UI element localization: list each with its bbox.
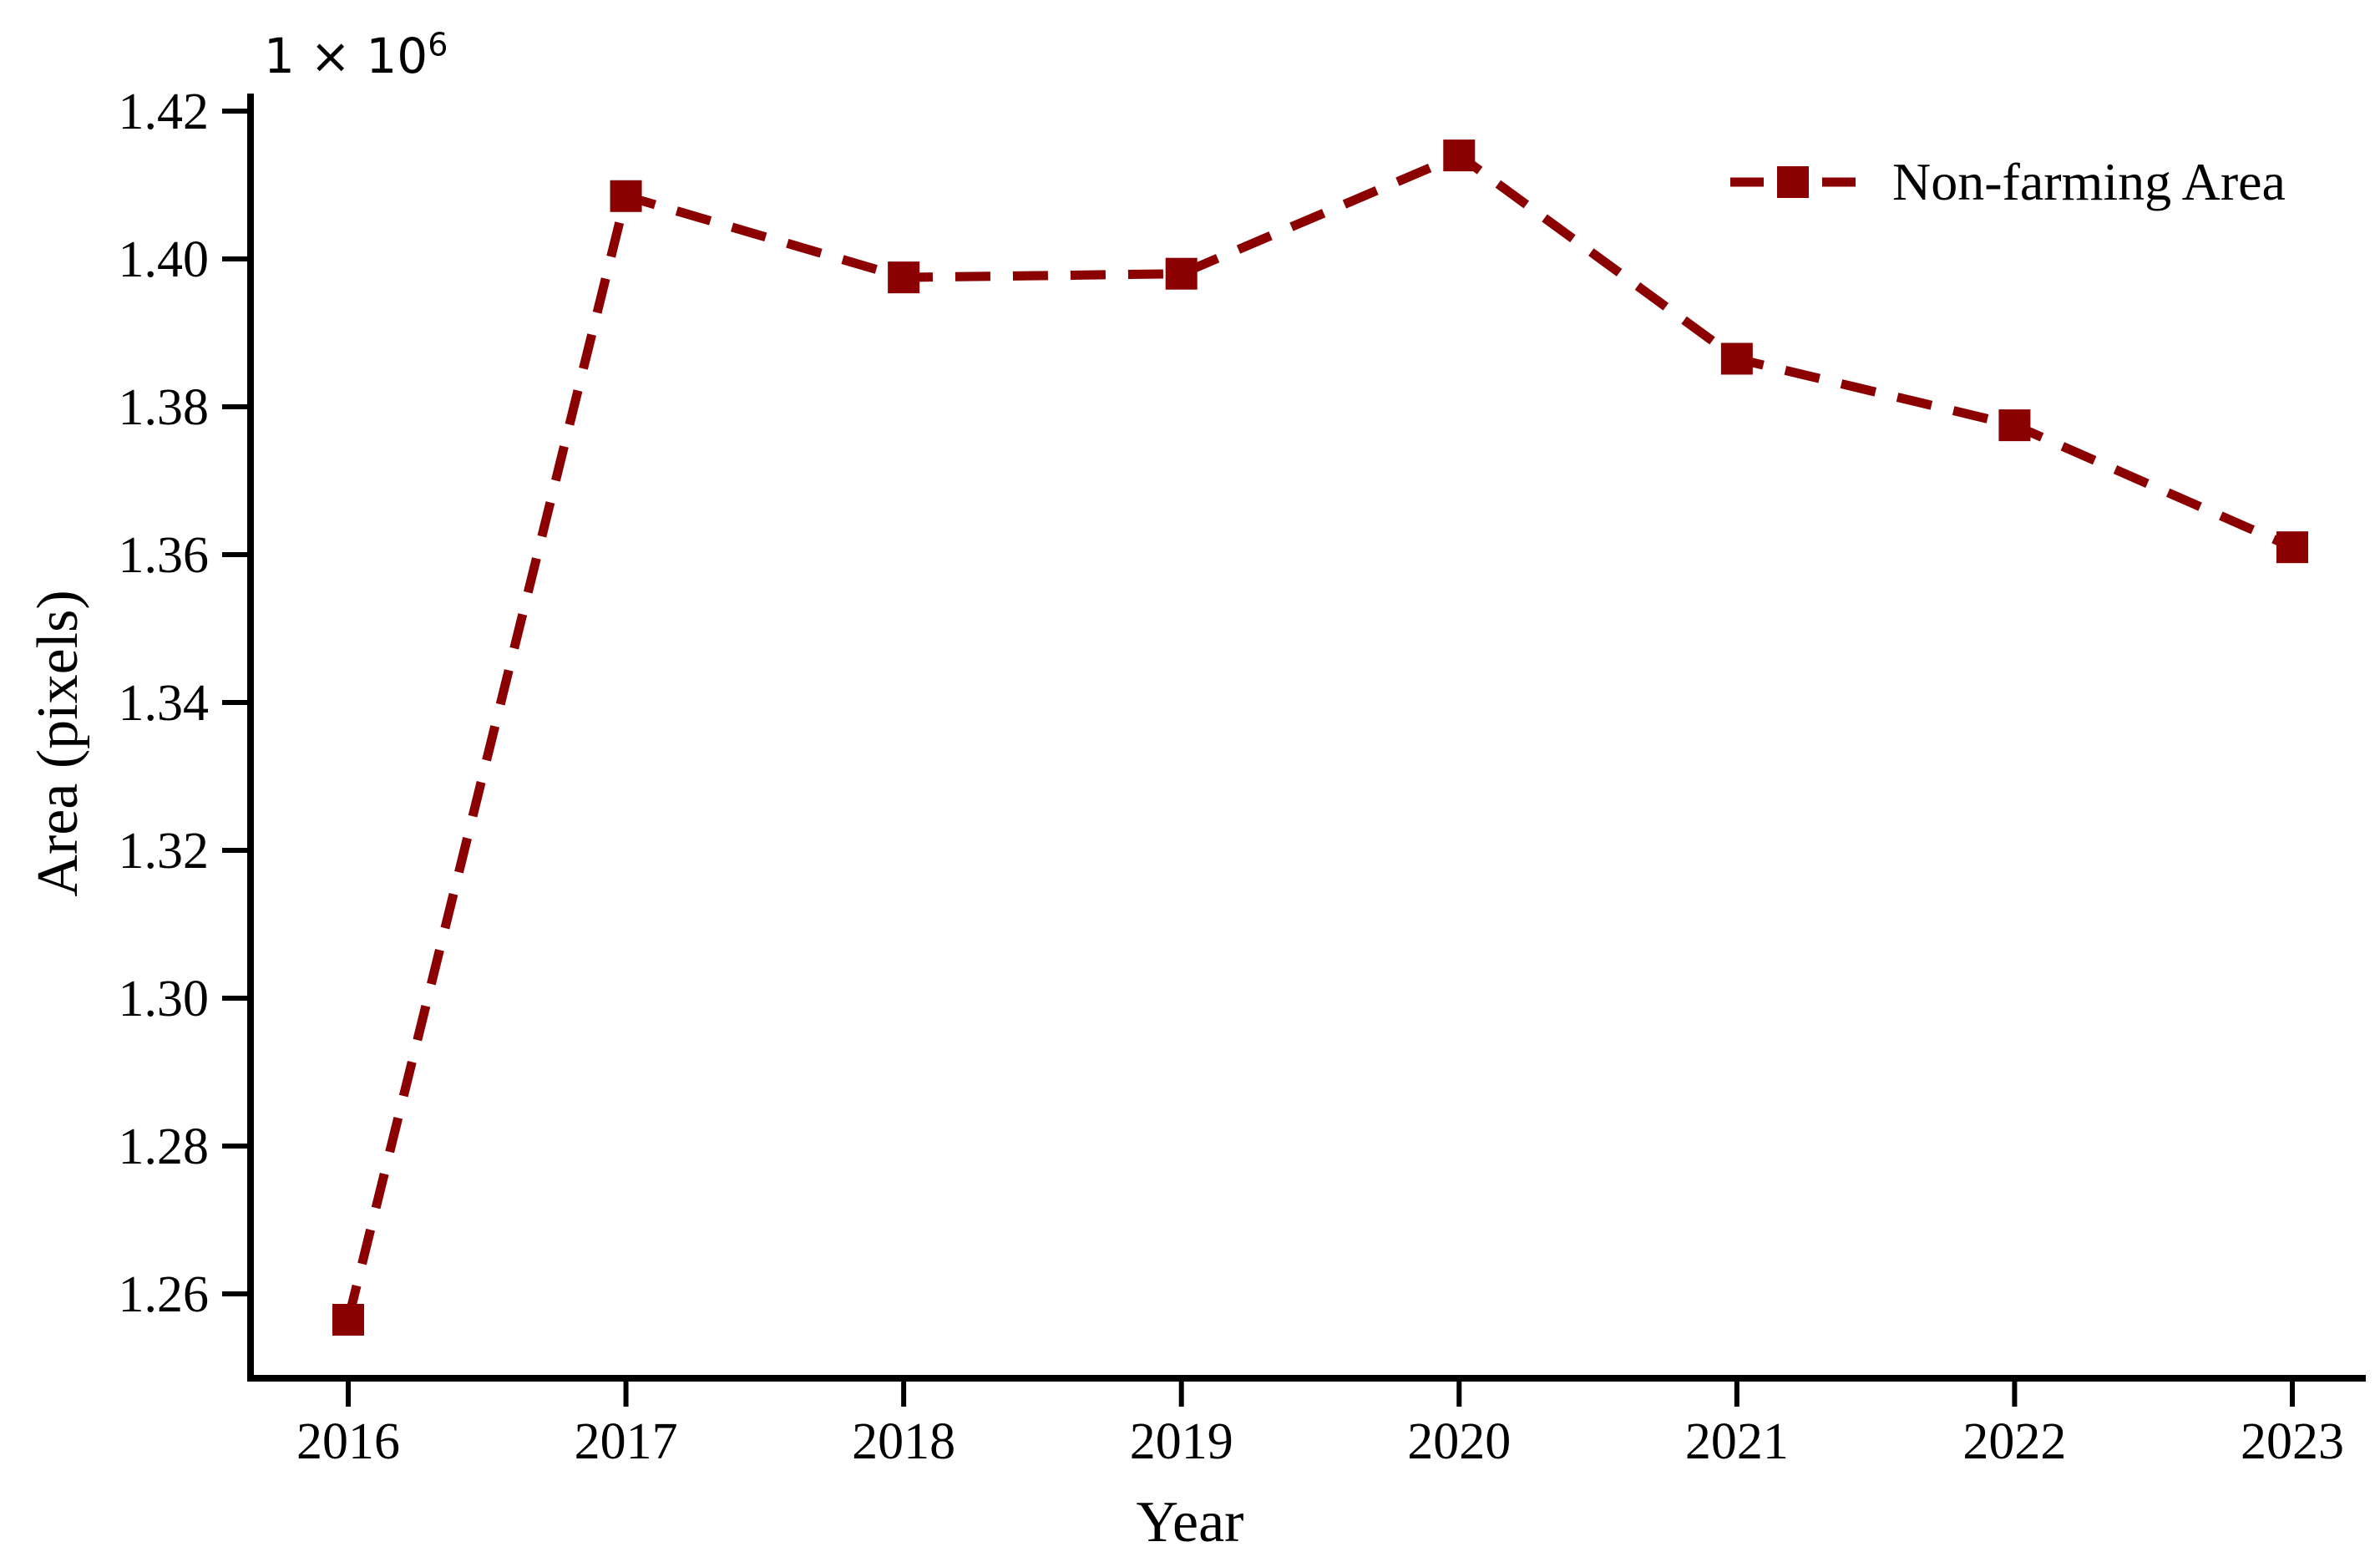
legend-square-marker-icon <box>1777 166 1809 198</box>
y-axis-tick-label: 1.38 <box>119 379 210 436</box>
y-axis-scale-offset-exponent: 6 <box>428 26 448 63</box>
y-axis-tick-label: 1.32 <box>119 823 210 880</box>
x-axis-tick-label: 2019 <box>1130 1413 1233 1470</box>
y-axis-tick-label: 1.26 <box>119 1266 210 1323</box>
legend: Non-farming Area <box>1730 149 2286 216</box>
y-axis-scale-offset: 1 × 106 <box>264 29 448 80</box>
data-point-marker <box>610 180 642 212</box>
y-axis-tick-label: 1.34 <box>119 675 210 732</box>
y-axis-title: Area (pixels) <box>26 590 90 897</box>
x-axis-tick-label: 2020 <box>1407 1413 1511 1470</box>
y-axis-tick-label: 1.40 <box>119 231 210 288</box>
legend-entry-label: Non-farming Area <box>1892 152 2286 211</box>
data-point-marker <box>332 1303 364 1336</box>
y-axis-scale-offset-base: 1 × 10 <box>264 28 428 84</box>
x-axis-title: Year <box>1136 1490 1244 1554</box>
y-axis-tick-label: 1.36 <box>119 527 210 584</box>
x-axis-tick-label: 2018 <box>852 1413 955 1470</box>
x-axis-tick-label: 2023 <box>2241 1413 2344 1470</box>
data-line-non-farming-area <box>343 150 2295 1321</box>
y-axis-tick-label: 1.42 <box>119 84 210 140</box>
data-point-marker <box>1998 409 2031 442</box>
x-axis-tick-label: 2022 <box>1962 1413 2066 1470</box>
x-axis-tick-label: 2017 <box>575 1413 678 1470</box>
data-point-marker <box>1165 257 1198 290</box>
y-axis-tick-label: 1.30 <box>119 971 210 1027</box>
x-axis-tick-label: 2016 <box>296 1413 400 1470</box>
data-point-marker <box>1443 139 1476 172</box>
legend-line-marker-swatch <box>1730 166 1856 198</box>
data-point-marker <box>1720 342 1753 375</box>
data-point-marker <box>888 261 920 294</box>
data-point-marker <box>2276 531 2308 564</box>
x-axis-tick-label: 2021 <box>1685 1413 1789 1470</box>
legend-dash-right <box>1822 177 1856 187</box>
y-axis-tick-label: 1.28 <box>119 1118 210 1175</box>
legend-dash-left <box>1730 177 1764 187</box>
